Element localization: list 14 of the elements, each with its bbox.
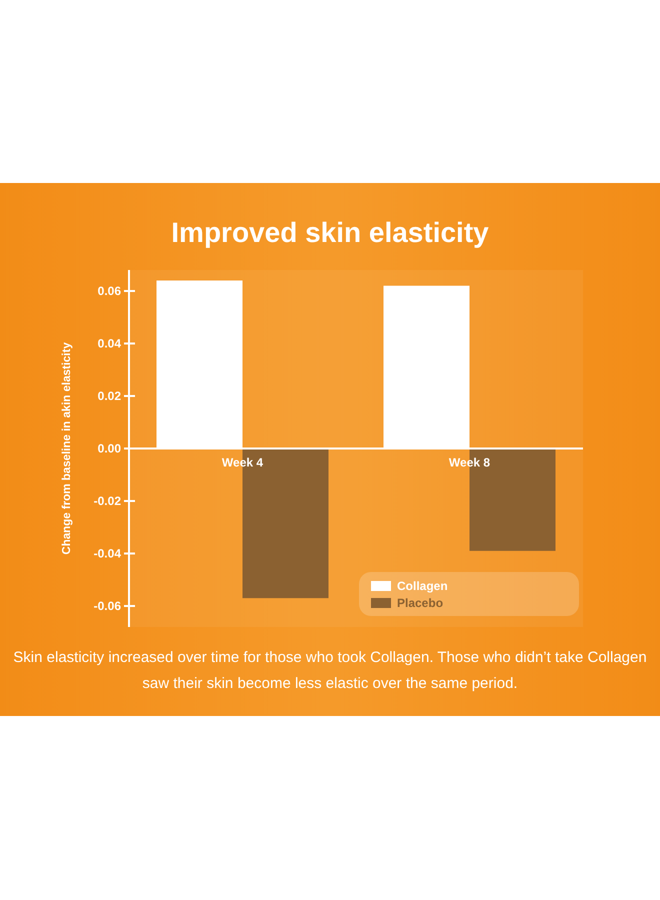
y-tick-label: 0.02 — [98, 389, 122, 404]
x-tick-label: Week 8 — [448, 456, 490, 470]
y-tick-label: -0.04 — [94, 546, 122, 561]
y-tick-label: -0.02 — [94, 494, 122, 508]
chart-title: Improved skin elasticity — [171, 217, 490, 248]
text: Skin elasticity increased over time for those who took Collagen. Those who didn’t take Collagen saw their skin become less elastic over the same period. — [12, 648, 648, 694]
legend-label: Collagen — [397, 579, 448, 594]
y-tick-label: 0.06 — [98, 284, 122, 298]
y-tick-label: 0.00 — [98, 442, 122, 456]
legend-label: Placebo — [397, 596, 444, 610]
y-tick-label: 0.04 — [98, 336, 122, 351]
x-tick-label: Week 4 — [222, 456, 264, 470]
y-axis-title: Change from baseline in akin elasticity — [61, 342, 73, 555]
y-tick-label: -0.06 — [94, 599, 122, 614]
